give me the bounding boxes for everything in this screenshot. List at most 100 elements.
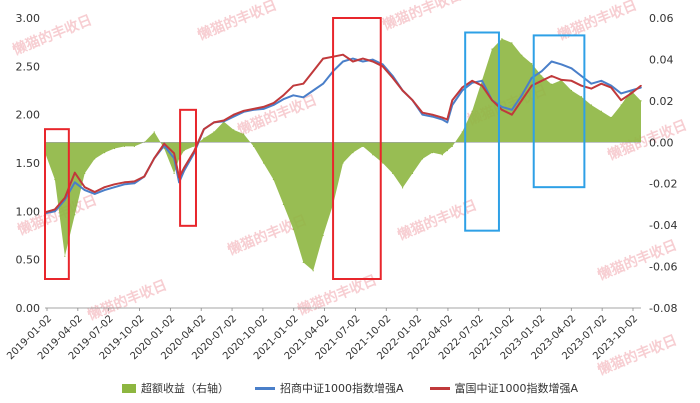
series-b-point <box>153 157 156 159</box>
series-b-point <box>570 80 573 82</box>
excess-return-point <box>272 178 275 181</box>
legend-swatch-series-a <box>254 386 275 390</box>
series-b-point <box>630 92 632 95</box>
chart-legend: 超额收益（右轴） 招商中证1000指数增强A 富国中证1000指数增强A <box>0 378 700 398</box>
excess-return-point <box>64 255 66 257</box>
series-a-point <box>342 60 344 63</box>
highlight-box-red-2 <box>179 108 197 227</box>
left-axis-tick-label: 0.00 <box>16 302 41 315</box>
excess-return-point <box>590 104 592 106</box>
series-a-point <box>312 89 315 92</box>
excess-return-point <box>421 158 424 160</box>
right-axis-tick-label: -0.02 <box>649 178 677 191</box>
series-b-point <box>550 75 553 77</box>
excess-return-point <box>411 172 414 174</box>
excess-return-point <box>372 154 374 156</box>
legend-item-series-b: 富国中证1000指数增强A <box>429 380 578 396</box>
excess-return-point <box>74 214 76 216</box>
series-a-point <box>431 115 434 118</box>
watermark-text: 懒猫的丰收日 <box>555 0 639 44</box>
series-b-point <box>362 57 364 60</box>
excess-return-point <box>243 133 245 135</box>
excess-return-point <box>113 147 116 150</box>
series-b-point <box>54 208 56 211</box>
excess-return-point <box>233 129 235 131</box>
series-a-point <box>372 58 374 61</box>
excess-return-area-layer <box>44 38 642 272</box>
series-a-point <box>560 63 563 66</box>
series-a-point <box>620 92 622 95</box>
series-b-point <box>560 79 563 81</box>
series-a-point <box>103 189 106 191</box>
excess-return-point <box>133 145 135 148</box>
watermark-text: 懒猫的丰收日 <box>395 196 479 243</box>
series-a-point <box>302 96 305 99</box>
series-b-point <box>193 150 195 153</box>
series-a-point <box>501 106 503 108</box>
series-a-point <box>282 98 285 100</box>
series-a-point <box>446 121 449 124</box>
series-lines-layer <box>44 53 642 215</box>
right-axis-tick-label: -0.04 <box>649 219 677 232</box>
series-b-point <box>580 84 583 87</box>
left-axis-tick-label: 0.50 <box>16 254 41 267</box>
series-b-point <box>342 53 344 56</box>
right-axis-tick-label: -0.08 <box>649 302 677 315</box>
series-a-point <box>530 77 533 79</box>
excess-return-point <box>451 145 453 148</box>
series-b-point <box>173 152 175 155</box>
series-a-point <box>421 113 424 116</box>
series-b-point <box>113 183 116 186</box>
series-a-point <box>232 115 235 118</box>
excess-return-point <box>491 48 493 50</box>
left-axis-tick-label: 3.00 <box>16 12 41 25</box>
excess-return-point <box>342 162 344 164</box>
series-b-point <box>610 86 612 89</box>
excess-return-point <box>84 172 86 174</box>
excess-return-point <box>94 158 96 160</box>
right-axis-tick-label: 0.04 <box>649 53 674 66</box>
legend-label-series-a: 招商中证1000指数增强A <box>279 382 404 395</box>
excess-return-point <box>640 100 642 102</box>
watermark-text: 懒猫的丰收日 <box>195 0 279 44</box>
excess-return-point <box>531 62 533 65</box>
excess-return-point <box>253 145 255 148</box>
excess-return-area <box>45 38 641 271</box>
series-a-point <box>600 80 603 82</box>
series-b-point <box>481 84 483 87</box>
excess-return-point <box>521 54 523 56</box>
series-a-point <box>511 109 513 111</box>
series-a-point <box>322 82 324 85</box>
series-b-point <box>322 57 324 60</box>
series-a-point <box>610 84 612 87</box>
watermark-text: 懒猫的丰收日 <box>235 91 319 138</box>
series-a-point <box>83 189 86 191</box>
excess-return-point <box>163 147 165 150</box>
series-b-point <box>411 99 414 101</box>
series-b-point <box>640 84 642 87</box>
excess-return-point <box>431 152 433 154</box>
legend-swatch-series-b <box>429 386 450 390</box>
series-a-point <box>123 183 126 186</box>
series-b-point <box>600 82 603 85</box>
series-b-point <box>381 65 384 68</box>
series-b-point <box>511 113 513 116</box>
series-b-point <box>262 106 265 108</box>
excess-return-point <box>610 116 612 119</box>
excess-return-point <box>352 152 354 154</box>
right-axis-tick-label: 0.00 <box>649 136 674 149</box>
series-a-point <box>441 118 444 121</box>
right-axis-tick-label: 0.06 <box>649 12 674 25</box>
excess-return-point <box>282 203 284 206</box>
excess-return-point <box>600 110 602 112</box>
series-b-point <box>461 86 464 89</box>
series-b-point <box>302 82 305 85</box>
excess-return-point <box>541 75 543 77</box>
left-axis-tick-label: 1.00 <box>16 205 41 218</box>
excess-return-point <box>153 131 155 133</box>
excess-return-point <box>123 145 126 148</box>
right-axis-tick-label: 0.02 <box>649 95 674 108</box>
excess-return-point <box>262 162 265 164</box>
excess-return-point <box>461 131 463 133</box>
excess-return-point <box>501 38 503 40</box>
